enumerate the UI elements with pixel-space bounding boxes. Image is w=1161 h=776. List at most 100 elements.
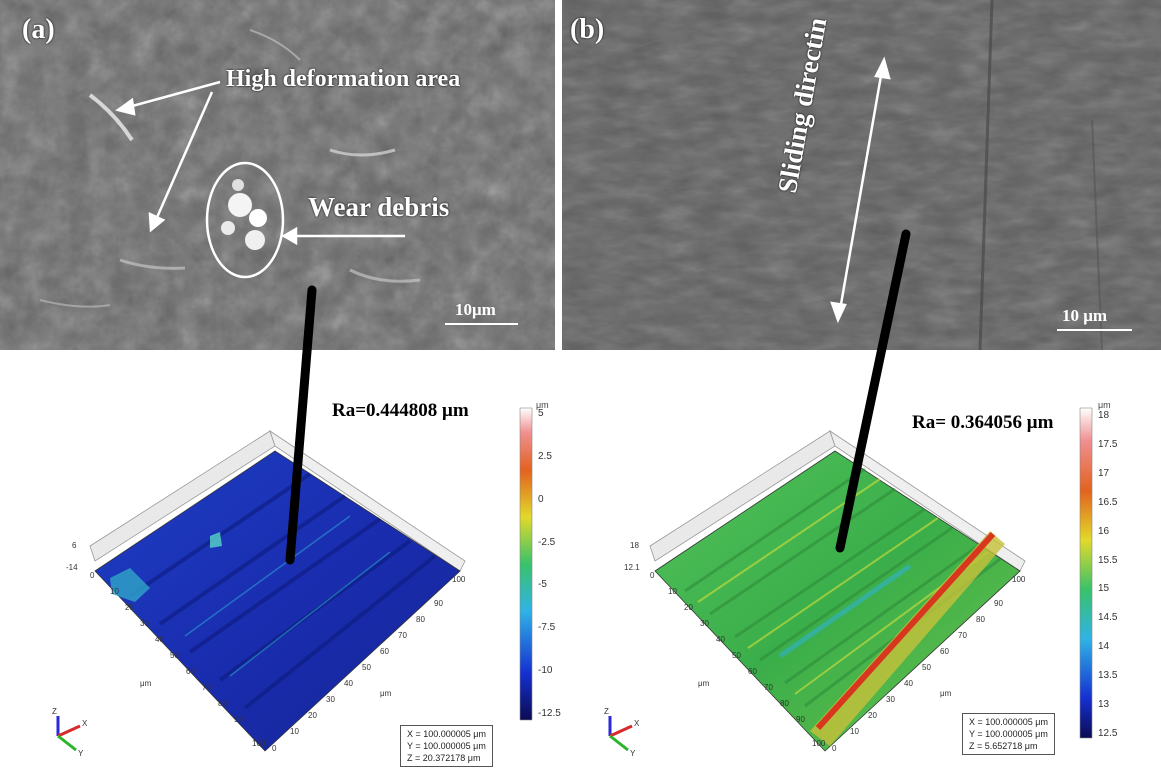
sem-image-a: (a) High deformation area Wear debris 10… bbox=[0, 0, 555, 350]
svg-text:70: 70 bbox=[764, 683, 773, 692]
svg-text:70: 70 bbox=[202, 683, 211, 692]
svg-text:40: 40 bbox=[904, 679, 913, 688]
colorbar-a-tick: -2.5 bbox=[538, 536, 556, 548]
info-y-b: Y = 100.000005 μm bbox=[969, 729, 1048, 739]
panel-label-a: (a) bbox=[22, 14, 55, 45]
scale-bar-label-a: 10μm bbox=[455, 300, 496, 319]
colorbar-b-tick: 16 bbox=[1098, 525, 1110, 537]
svg-text:30: 30 bbox=[140, 619, 149, 628]
surface-mesh-b bbox=[654, 450, 1021, 752]
svg-text:80: 80 bbox=[780, 699, 789, 708]
svg-text:μm: μm bbox=[140, 679, 152, 688]
colorbar-b-tick: 13.5 bbox=[1098, 670, 1118, 682]
axis-triad-a: Z X Y bbox=[52, 707, 88, 758]
sem-texture-b bbox=[562, 0, 1161, 350]
debris-ellipse bbox=[205, 161, 285, 279]
svg-text:0: 0 bbox=[650, 571, 655, 580]
red-ridge-b bbox=[815, 531, 996, 731]
svg-text:70: 70 bbox=[958, 631, 967, 640]
svg-text:100: 100 bbox=[452, 575, 466, 584]
svg-text:0: 0 bbox=[832, 744, 837, 753]
deformation-arrows bbox=[115, 80, 221, 233]
panel-label-b: (b) bbox=[570, 14, 605, 45]
colorbar-a-tick: -12.5 bbox=[538, 708, 561, 719]
svg-text:80: 80 bbox=[976, 615, 985, 624]
svg-text:μm: μm bbox=[380, 689, 392, 698]
svg-text:20: 20 bbox=[308, 711, 317, 720]
colorbar-a-tick: 5 bbox=[538, 408, 544, 419]
wear-debris-particles bbox=[221, 179, 267, 250]
svg-text:50: 50 bbox=[732, 651, 741, 660]
svg-text:50: 50 bbox=[170, 651, 179, 660]
svg-text:18: 18 bbox=[630, 541, 639, 550]
colorbar-b-tick: 17.5 bbox=[1098, 438, 1118, 450]
svg-text:90: 90 bbox=[796, 715, 805, 724]
svg-text:20: 20 bbox=[125, 603, 134, 612]
svg-text:80: 80 bbox=[218, 699, 227, 708]
svg-text:60: 60 bbox=[748, 667, 757, 676]
colorbar-b bbox=[1079, 407, 1093, 739]
svg-text:10: 10 bbox=[290, 727, 299, 736]
svg-text:100: 100 bbox=[1012, 575, 1026, 584]
svg-text:X: X bbox=[82, 719, 88, 728]
svg-text:90: 90 bbox=[234, 715, 243, 724]
info-z-b: Z = 5.652718 μm bbox=[969, 741, 1038, 751]
colorbar-a-tick: -5 bbox=[538, 579, 547, 591]
svg-text:0: 0 bbox=[90, 571, 95, 580]
colorbar-a-tick: -7.5 bbox=[538, 622, 556, 634]
info-x-a: X = 100.000005 μm bbox=[407, 729, 486, 739]
sem-texture-a bbox=[0, 0, 555, 350]
colorbar-b-tick: 14.5 bbox=[1098, 612, 1118, 624]
svg-text:10: 10 bbox=[110, 587, 119, 596]
svg-text:90: 90 bbox=[994, 599, 1003, 608]
colorbar-unit-b: μm bbox=[1098, 400, 1111, 410]
colorbar-a bbox=[519, 407, 533, 721]
svg-text:10: 10 bbox=[668, 587, 677, 596]
debris-arrow bbox=[281, 226, 405, 246]
svg-text:40: 40 bbox=[155, 635, 164, 644]
svg-text:50: 50 bbox=[922, 663, 931, 672]
svg-text:30: 30 bbox=[886, 695, 895, 704]
svg-text:0: 0 bbox=[272, 744, 277, 753]
annotation-wear-debris: Wear debris bbox=[308, 192, 450, 222]
svg-text:6: 6 bbox=[72, 541, 77, 550]
colorbar-b-tick: 17 bbox=[1098, 467, 1110, 479]
axis-triad-b: Z X Y bbox=[604, 707, 640, 758]
roughness-value-b: Ra= 0.364056 μm bbox=[912, 412, 1054, 433]
info-y-a: Y = 100.000005 μm bbox=[407, 741, 486, 751]
roughness-value-a: Ra=0.444808 μm bbox=[332, 400, 469, 421]
svg-text:Z: Z bbox=[604, 707, 609, 716]
info-z-a: Z = 20.372178 μm bbox=[407, 753, 481, 763]
svg-text:30: 30 bbox=[700, 619, 709, 628]
colorbar-b-tick: 16.5 bbox=[1098, 496, 1118, 508]
colorbar-ticks-a: 5 2.5 0 -2.5 -5 -7.5 -10 -12.5 bbox=[538, 408, 568, 720]
svg-text:30: 30 bbox=[326, 695, 335, 704]
svg-text:20: 20 bbox=[868, 711, 877, 720]
colorbar-ticks-b: 18 17.5 17 16.5 16 15.5 15 14.5 14 13.5 13 12.5 bbox=[1098, 410, 1128, 740]
svg-text:80: 80 bbox=[416, 615, 425, 624]
svg-text:60: 60 bbox=[940, 647, 949, 656]
svg-text:12.1: 12.1 bbox=[624, 563, 640, 572]
svg-text:60: 60 bbox=[186, 667, 195, 676]
sem-image-b: (b) Sliding directin 10 μm bbox=[562, 0, 1161, 350]
colorbar-b-tick: 13 bbox=[1098, 699, 1110, 711]
svg-text:100: 100 bbox=[252, 739, 266, 748]
svg-text:60: 60 bbox=[380, 647, 389, 656]
svg-text:μm: μm bbox=[698, 679, 710, 688]
info-x-b: X = 100.000005 μm bbox=[969, 717, 1048, 727]
surface-profile-a: 0 10 20 30 40 50 60 70 80 90 100 0 10 20 30 40 50 60 70 80… bbox=[52, 407, 533, 758]
svg-text:20: 20 bbox=[684, 603, 693, 612]
colorbar-b-tick: 15.5 bbox=[1098, 554, 1118, 566]
colorbar-a-tick: 0 bbox=[538, 493, 544, 505]
svg-text:50: 50 bbox=[362, 663, 371, 672]
svg-text:Y: Y bbox=[630, 749, 636, 758]
annotation-high-deformation: High deformation area bbox=[226, 66, 461, 92]
colorbar-a-tick: -10 bbox=[538, 665, 553, 677]
svg-text:100: 100 bbox=[812, 739, 826, 748]
svg-text:10: 10 bbox=[850, 727, 859, 736]
colorbar-a-tick: 2.5 bbox=[538, 450, 552, 462]
svg-text:40: 40 bbox=[716, 635, 725, 644]
surface-profile-b: 0 10 20 30 40 50 60 70 80 90 100 0 10 20 30 40 50 60 70 80… bbox=[604, 407, 1093, 758]
colorbar-unit-a: μm bbox=[536, 400, 549, 410]
svg-text:Y: Y bbox=[78, 749, 84, 758]
